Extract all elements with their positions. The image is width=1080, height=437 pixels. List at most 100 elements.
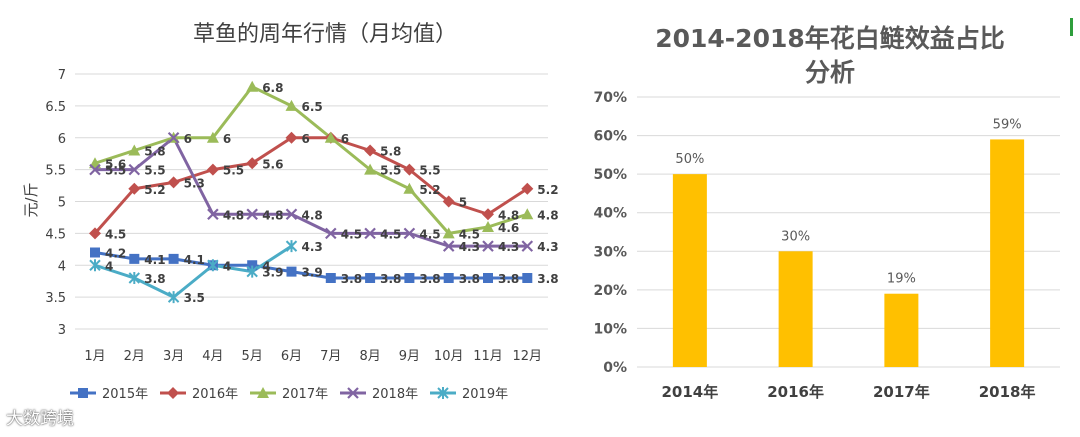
- legend-marker: [437, 387, 449, 399]
- line-data-label: 4: [223, 259, 231, 273]
- line-point: [129, 253, 140, 264]
- line-series-1: [94, 251, 528, 280]
- line-point: [442, 195, 455, 208]
- line-point: [128, 163, 141, 176]
- line-point: [364, 144, 377, 157]
- line-data-label: 3.8: [380, 272, 401, 286]
- bar-chart-title-line-1: 2014-2018年花白鲢效益占比: [655, 24, 1005, 53]
- line-xtick-label: 1月: [84, 349, 105, 364]
- line-point: [404, 273, 415, 283]
- bar-xtick-label: 2016年: [767, 383, 824, 401]
- line-data-label: 4.8: [498, 208, 519, 222]
- line-point: [521, 182, 534, 195]
- line-point: [325, 273, 336, 283]
- legend-marker: [78, 388, 88, 398]
- line-data-label: 4: [262, 259, 270, 273]
- legend-label: 2016年: [192, 387, 238, 402]
- line-point: [246, 265, 258, 278]
- line-point: [522, 273, 533, 283]
- bar-chart-title: 2014-2018年花白鲢效益占比 分析: [620, 22, 1040, 90]
- bar-ytick-label: 20%: [593, 283, 627, 299]
- bar-ytick-label: 50%: [593, 167, 627, 183]
- line-ytick-label: 3.5: [45, 291, 66, 306]
- bar-xtick-label: 2018年: [979, 383, 1036, 401]
- bar-ytick-label: 70%: [593, 90, 627, 106]
- line-point: [285, 240, 298, 253]
- bar-xtick-label: 2017年: [873, 383, 930, 401]
- line-point: [90, 247, 100, 258]
- line-point: [207, 259, 219, 272]
- bar: [884, 293, 919, 367]
- line-ytick-label: 4: [58, 259, 66, 274]
- line-data-label: 3.8: [459, 272, 480, 286]
- line-data-label: 4.5: [380, 227, 401, 241]
- line-data-label: 4.8: [223, 208, 244, 222]
- line-point: [403, 182, 416, 194]
- line-data-label: 5.5: [144, 164, 165, 178]
- line-point: [483, 273, 493, 283]
- line-xtick-label: 12月: [513, 349, 543, 364]
- line-data-label: 4.1: [144, 253, 165, 267]
- edge-marker: [1070, 18, 1073, 36]
- line-data-label: 3.9: [302, 266, 323, 280]
- legend-marker: [257, 387, 269, 398]
- line-ylabel: 元/斤: [22, 182, 40, 217]
- line-point: [246, 208, 258, 221]
- line-chart-title: 草鱼的周年行情（月均值）: [192, 22, 457, 47]
- line-data-label: 5.6: [262, 157, 283, 171]
- line-data-label: 3.8: [498, 272, 519, 286]
- watermark-logo: 大数跨境: [6, 409, 74, 429]
- line-ytick-label: 6.5: [45, 100, 66, 115]
- line-data-label: 5.5: [105, 164, 126, 178]
- line-data-label: 5.5: [223, 164, 244, 178]
- bar-chart-title-line-2: 分析: [804, 58, 855, 87]
- line-data-label: 4.1: [184, 253, 205, 267]
- line-point: [482, 221, 494, 232]
- bar-ytick-label: 10%: [593, 321, 627, 337]
- line-data-label: 4.6: [498, 221, 519, 235]
- line-data-label: 6: [302, 132, 310, 146]
- legend-label: 2019年: [462, 387, 508, 402]
- line-xtick-label: 2月: [124, 349, 145, 364]
- line-point: [403, 227, 416, 240]
- line-point: [89, 259, 101, 272]
- legend-label: 2017年: [282, 387, 328, 402]
- line-ytick-label: 5: [58, 196, 66, 211]
- legend-label: 2018年: [372, 387, 418, 402]
- line-data-label: 5.8: [144, 145, 165, 159]
- line-data-label: 4.3: [498, 240, 519, 254]
- line-point: [443, 273, 454, 283]
- line-xtick-label: 9月: [399, 349, 420, 364]
- line-xtick-label: 7月: [320, 349, 341, 364]
- line-point: [521, 240, 534, 252]
- line-series-4: [95, 136, 528, 248]
- line-series-2: [93, 136, 529, 235]
- line-data-label: 5: [459, 196, 467, 210]
- line-point: [247, 260, 258, 271]
- line-data-label: 4.5: [459, 227, 480, 241]
- line-data-label: 6.8: [262, 81, 283, 95]
- line-point: [246, 157, 259, 170]
- line-data-label: 4.5: [341, 227, 362, 241]
- line-point: [206, 163, 219, 176]
- line-point: [365, 273, 376, 283]
- line-point: [128, 272, 141, 284]
- line-data-label: 4.3: [459, 240, 480, 254]
- line-data-label: 5.6: [105, 157, 126, 171]
- line-series-3: [94, 85, 528, 235]
- line-data-label: 5.8: [380, 145, 401, 159]
- bar-value-label: 19%: [887, 272, 916, 287]
- line-point: [207, 208, 219, 221]
- line-data-label: 4: [105, 259, 113, 273]
- line-data-label: 3.9: [262, 266, 283, 280]
- legend-marker: [347, 387, 359, 399]
- line-point: [482, 208, 494, 221]
- line-point: [167, 131, 180, 144]
- line-data-label: 4.8: [537, 208, 558, 222]
- line-point: [521, 208, 534, 220]
- bar: [778, 251, 813, 367]
- line-data-label: 3.8: [419, 272, 440, 286]
- line-data-label: 5.3: [184, 176, 205, 190]
